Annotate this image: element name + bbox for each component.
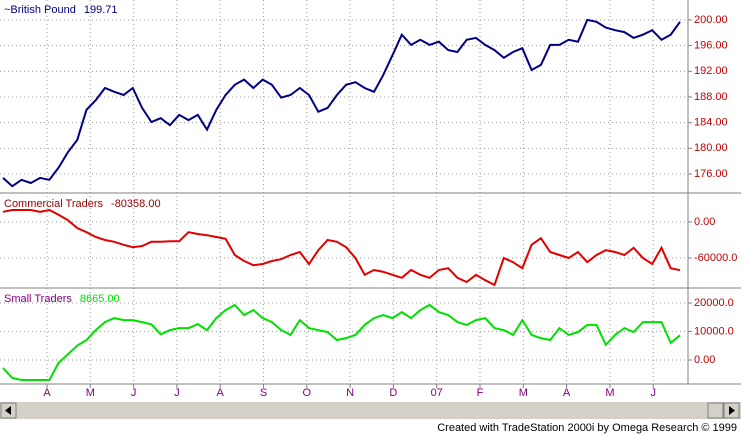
x-tick-label: J [131, 387, 137, 399]
y-tick-label: 0.00 [694, 354, 715, 366]
x-tick-label: D [389, 387, 397, 399]
y-tick-label: -60000.0 [694, 252, 737, 264]
scroll-track[interactable] [0, 402, 741, 419]
title-text: Commercial Traders [4, 198, 104, 210]
x-tick-label: N [346, 387, 354, 399]
series-line [2, 208, 681, 287]
footer: Created with TradeStation 2000i by Omega… [437, 422, 737, 434]
pane-title: Commercial Traders -80358.00 [4, 198, 161, 210]
title-text: ~British Pound [4, 4, 76, 16]
y-tick-label: 0.00 [694, 216, 715, 228]
y-tick-label: 176.00 [694, 168, 728, 180]
x-tick-label: M [519, 387, 528, 399]
series-line [2, 18, 681, 188]
x-tick-label: A [217, 387, 225, 399]
y-tick-label: 184.00 [694, 117, 728, 129]
x-tick-label: F [477, 387, 484, 399]
y-tick-label: 196.00 [694, 39, 728, 51]
arrow-left [5, 406, 11, 415]
scroll-thumb[interactable] [707, 402, 724, 419]
title-text: Small Traders [4, 293, 72, 305]
x-tick-label: A [43, 387, 51, 399]
series-line [2, 303, 681, 381]
y-tick-label: 10000.0 [694, 325, 734, 337]
scrollbar[interactable] [0, 402, 741, 419]
title-value: -80358.00 [111, 198, 161, 210]
title-value: 8665.00 [80, 293, 120, 305]
y-tick-label: 192.00 [694, 65, 728, 77]
y-tick-label: 188.00 [694, 91, 728, 103]
x-tick-label: J [174, 387, 180, 399]
y-tick-label: 200.00 [694, 14, 728, 26]
x-tick-label: 07 [431, 387, 443, 399]
x-tick-label: M [605, 387, 614, 399]
y-tick-label: 180.00 [694, 142, 728, 154]
pane-title: ~British Pound 199.71 [4, 4, 118, 16]
x-tick-label: A [563, 387, 571, 399]
x-tick-label: J [650, 387, 656, 399]
title-value: 199.71 [84, 4, 118, 16]
x-tick-label: S [260, 387, 267, 399]
arrow-right [729, 406, 735, 415]
x-tick-label: O [303, 387, 312, 399]
y-tick-label: 20000.0 [694, 297, 734, 309]
x-tick-label: M [86, 387, 95, 399]
pane-title: Small Traders 8665.00 [4, 293, 120, 305]
